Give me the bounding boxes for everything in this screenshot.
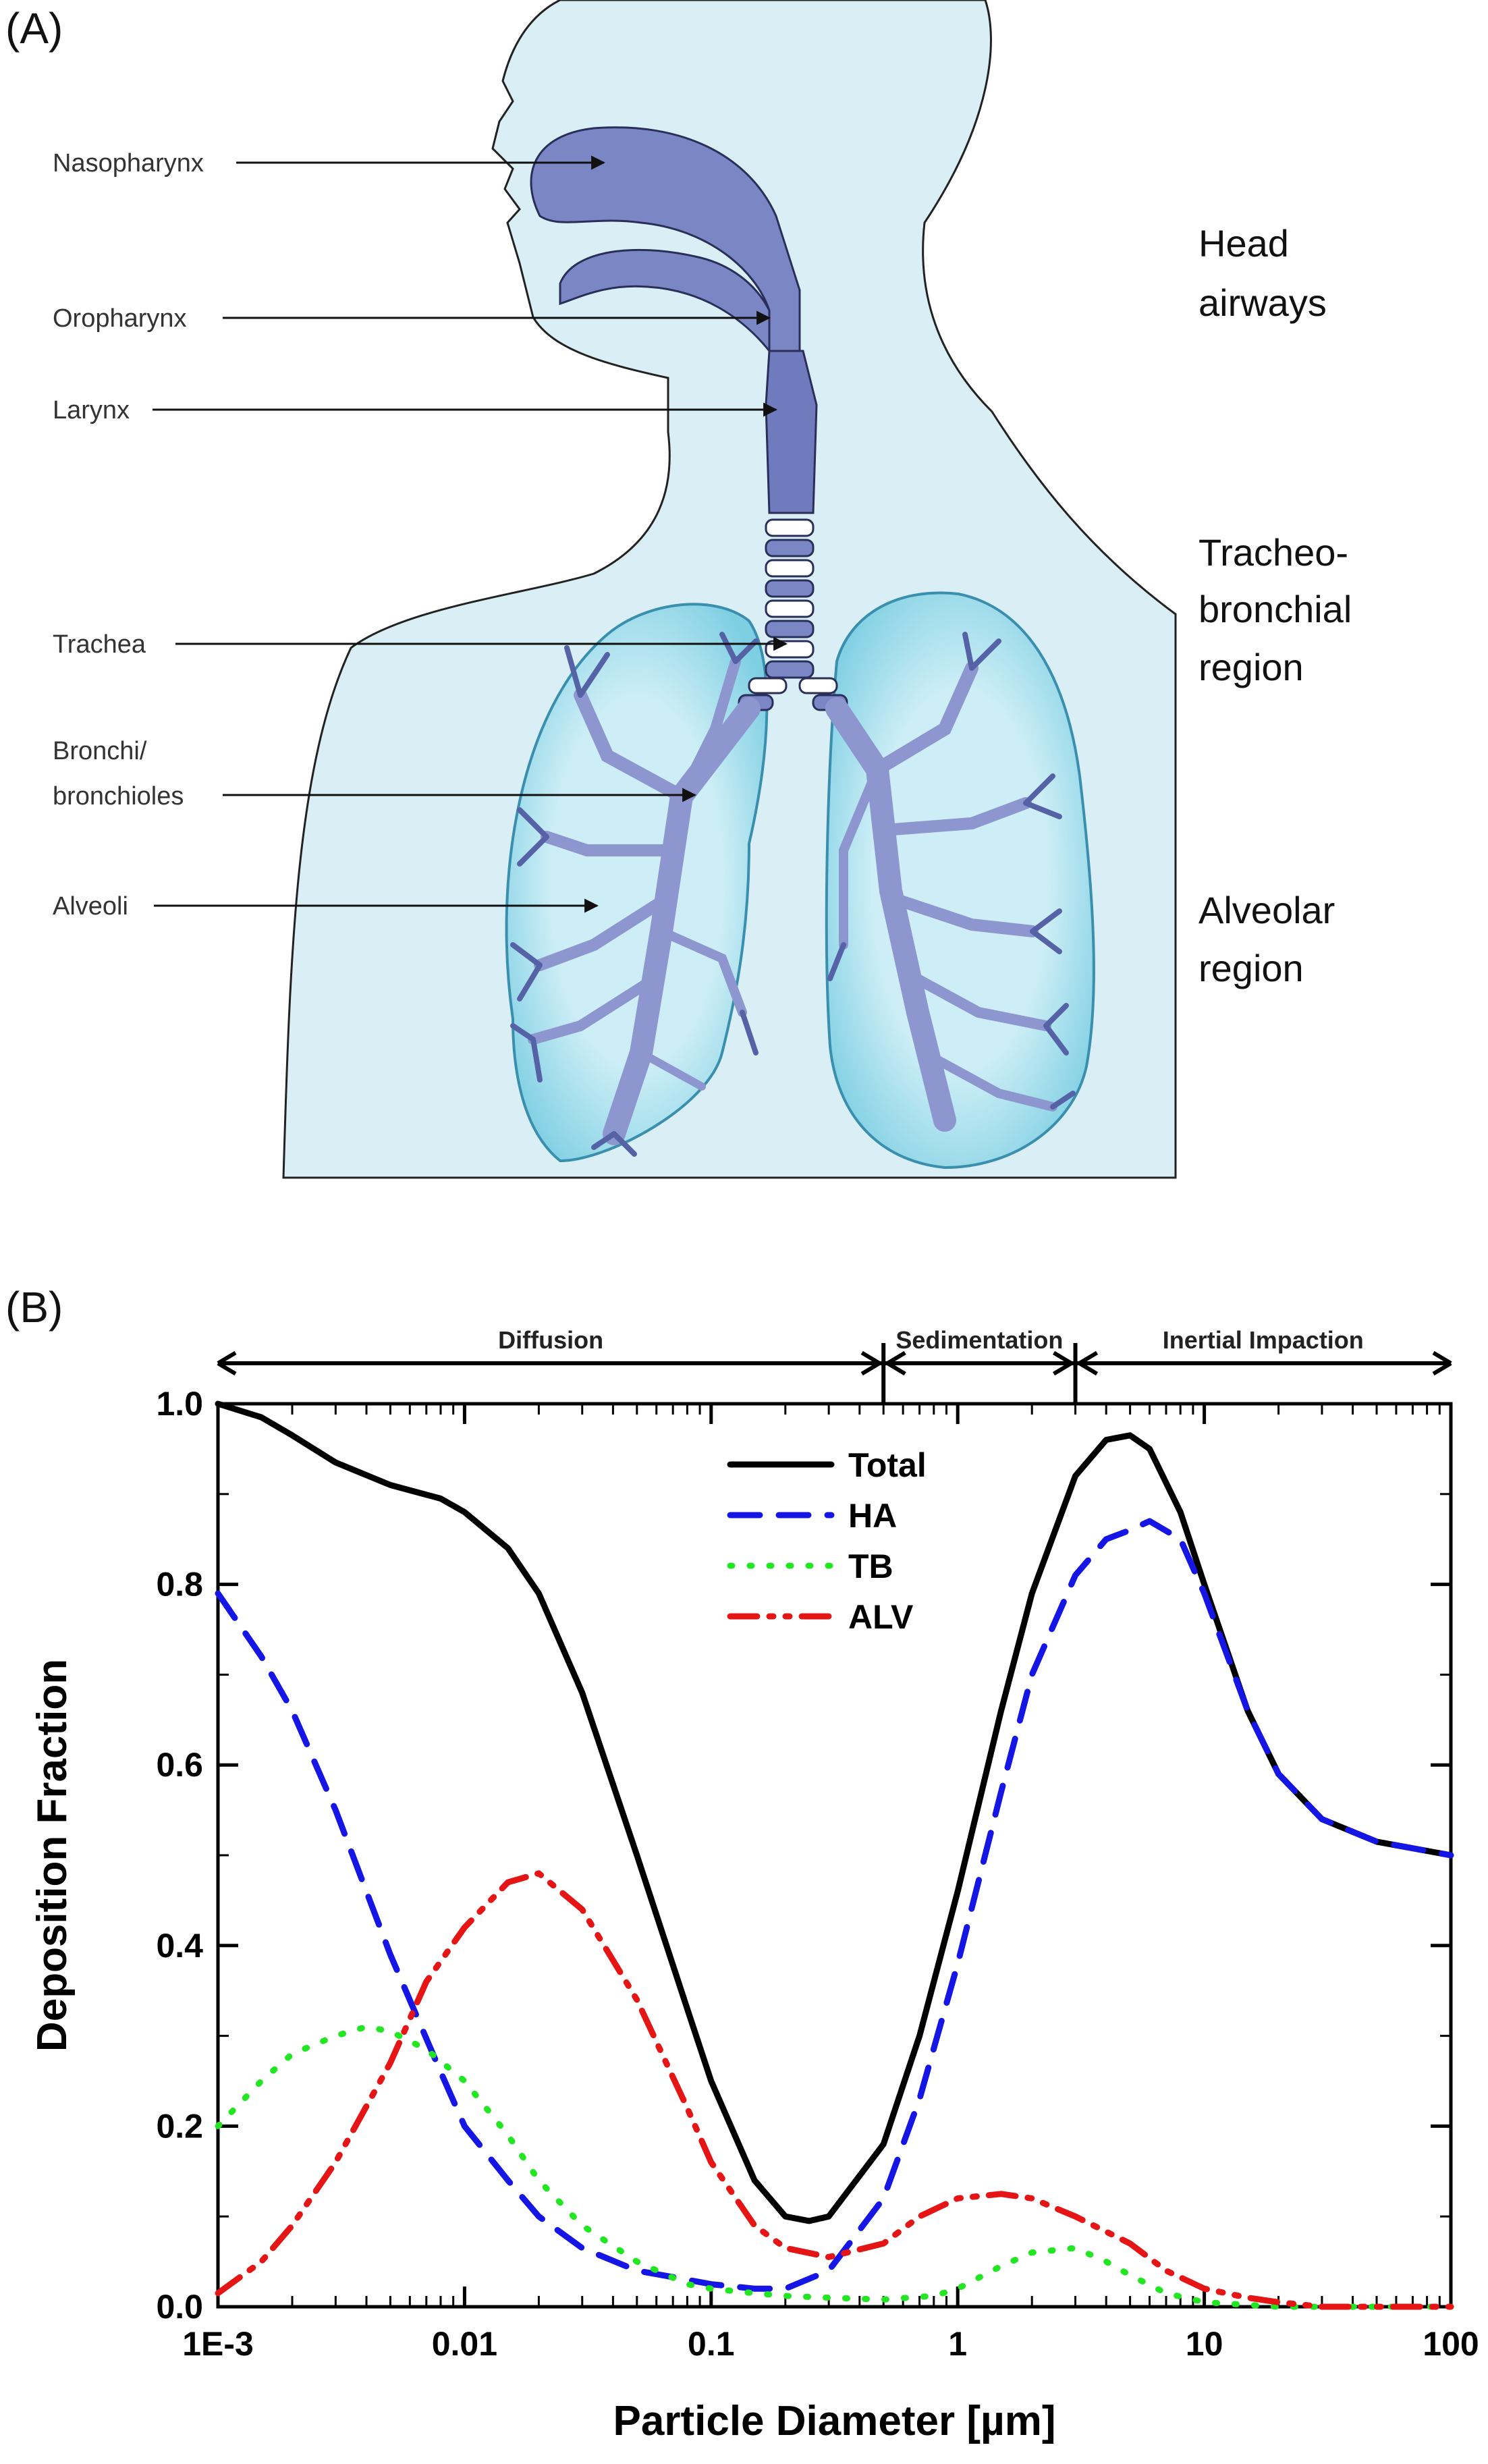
mechanism-arrowhead-left bbox=[886, 1350, 906, 1376]
panel-b-label: (B) bbox=[5, 1283, 63, 1332]
legend-label-total: Total bbox=[848, 1446, 927, 1484]
x-tick-label: 10 bbox=[1186, 2325, 1223, 2363]
plot-frame bbox=[216, 1402, 1453, 2309]
y-tick-label: 0.0 bbox=[156, 2288, 203, 2326]
respiratory-tract-illustration: Nasopharynx Oropharynx Larynx Trachea Br… bbox=[53, 0, 1352, 1179]
bronchial-tree-right bbox=[825, 661, 1057, 1132]
mechanism-label: Diffusion bbox=[498, 1326, 603, 1354]
label-bronchioles: bronchioles bbox=[53, 782, 184, 811]
region-alveolar-line2: region bbox=[1198, 947, 1304, 989]
panel-a-label: (A) bbox=[5, 4, 63, 53]
series-ha-line bbox=[215, 1518, 1454, 2292]
nasal-cavity bbox=[530, 126, 801, 393]
y-tick-label: 1.0 bbox=[156, 1385, 203, 1423]
left-lung bbox=[505, 603, 769, 1163]
y-tick-label: 0.6 bbox=[156, 1746, 203, 1784]
bronchial-tree-right-tips bbox=[827, 632, 1076, 1110]
mechanism-arrowhead-right bbox=[860, 1350, 881, 1376]
series-total-line bbox=[215, 1400, 1454, 2224]
pharynx-larynx bbox=[765, 350, 818, 514]
y-tick-label: 0.2 bbox=[156, 2107, 203, 2145]
legend-label-ha: HA bbox=[848, 1497, 897, 1535]
bronchial-tree-left-tips bbox=[510, 632, 759, 1157]
label-bronchi: Bronchi/ bbox=[53, 737, 147, 765]
mechanism-arrowhead-right bbox=[1052, 1350, 1073, 1376]
series-tb-line bbox=[215, 2023, 1454, 2310]
mechanism-arrowhead-left bbox=[217, 1350, 237, 1376]
region-labels: Head airways Tracheo- bronchial region A… bbox=[1198, 222, 1352, 989]
mechanism-arrowhead-right bbox=[1432, 1350, 1452, 1376]
mechanism-label: Inertial Impaction bbox=[1163, 1326, 1364, 1354]
y-tick-label: 0.8 bbox=[156, 1566, 203, 1604]
series-alv-line bbox=[215, 1870, 1454, 2310]
label-alveoli: Alveoli bbox=[53, 892, 128, 921]
x-tick-label: 1E-3 bbox=[182, 2325, 254, 2363]
label-nasopharynx: Nasopharynx bbox=[53, 149, 204, 177]
series-lines bbox=[215, 1400, 1454, 2310]
x-tick-label: 1 bbox=[948, 2325, 967, 2363]
legend-label-alv: ALV bbox=[848, 1598, 914, 1636]
legend: Total HA TB ALV bbox=[727, 1446, 927, 1636]
region-alveolar-line1: Alveolar bbox=[1198, 889, 1335, 931]
oral-cavity bbox=[559, 248, 771, 354]
x-tick-label: 0.01 bbox=[432, 2325, 497, 2363]
x-axis-title: Particle Diameter [µm] bbox=[613, 2398, 1056, 2444]
y-axis-title: Deposition Fraction bbox=[29, 1659, 76, 2052]
x-tick-label: 0.1 bbox=[688, 2325, 735, 2363]
region-tracheobronchial-line3: region bbox=[1198, 646, 1304, 688]
anatomy-labels: Nasopharynx Oropharynx Larynx Trachea Br… bbox=[53, 149, 788, 921]
mechanism-annotations: Diffusion Sedimentation Inertial Impaction bbox=[217, 1326, 1452, 1404]
legend-label-tb: TB bbox=[848, 1548, 893, 1585]
y-tick-label: 0.4 bbox=[156, 1927, 203, 1965]
axis-ticks: 1E-3 0.01 0.1 1 10 100 0.0 0.2 0.4 0.6 0.8 1.0 bbox=[156, 1385, 1479, 2363]
region-tracheobronchial-line2: bronchial bbox=[1198, 588, 1352, 630]
region-head-airways-line2: airways bbox=[1198, 281, 1327, 324]
mechanism-arrowhead-left bbox=[1078, 1350, 1099, 1376]
region-tracheobronchial-line1: Tracheo- bbox=[1198, 531, 1348, 574]
label-larynx: Larynx bbox=[53, 396, 130, 425]
bronchial-tree-left bbox=[528, 656, 761, 1145]
region-head-airways-line1: Head bbox=[1198, 222, 1289, 265]
x-tick-label: 100 bbox=[1423, 2325, 1479, 2363]
label-oropharynx: Oropharynx bbox=[53, 304, 187, 333]
label-trachea: Trachea bbox=[53, 630, 146, 659]
mechanism-label: Sedimentation bbox=[895, 1326, 1063, 1354]
